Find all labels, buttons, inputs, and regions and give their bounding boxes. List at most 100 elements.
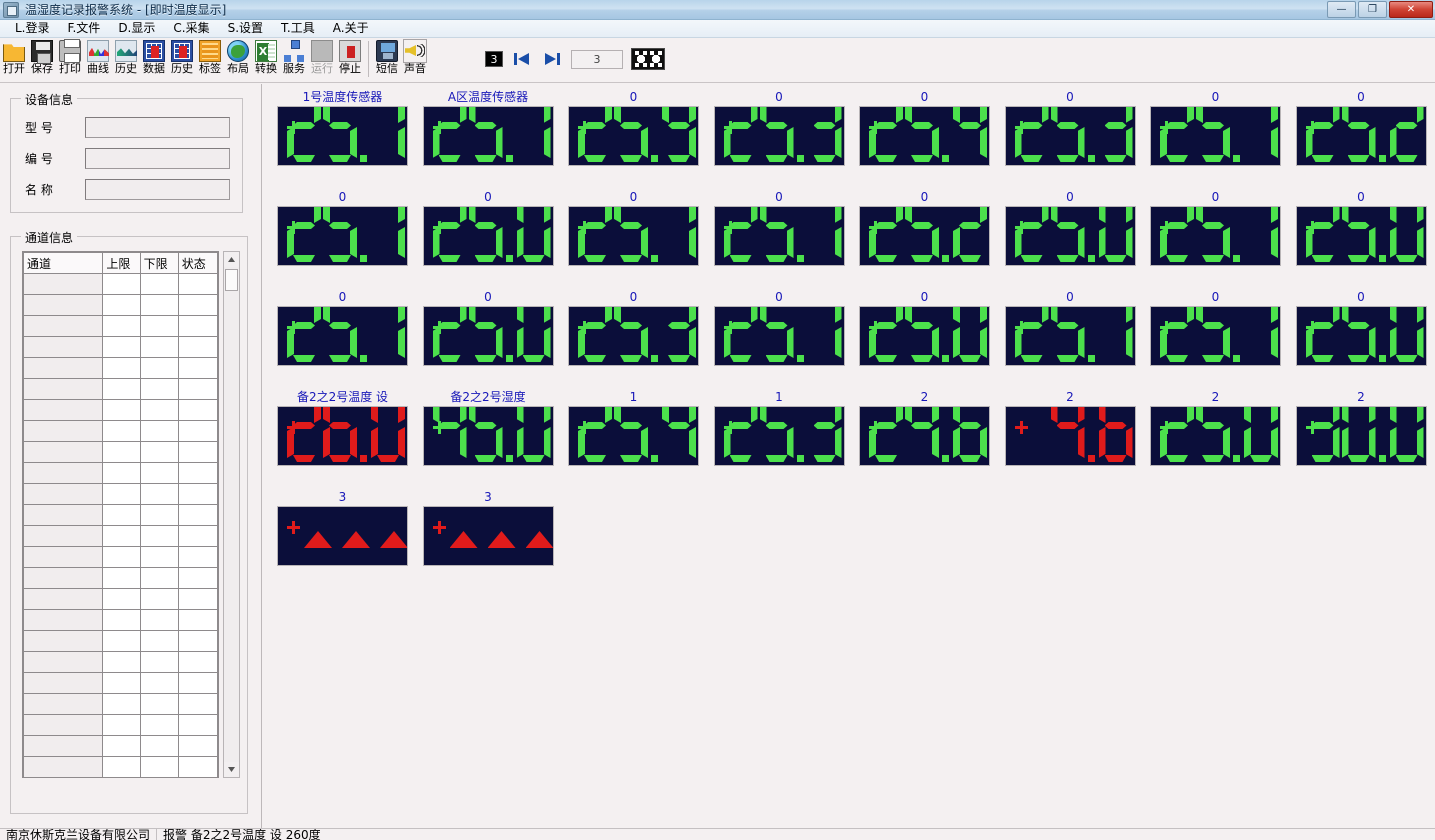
toolbar-button-open-folder[interactable]: 打开 xyxy=(0,40,28,75)
sensor-display-cell[interactable]: 1号温度传感器 xyxy=(277,90,408,170)
sensor-display-cell[interactable]: 0 xyxy=(1004,90,1136,170)
skip-previous-icon[interactable] xyxy=(511,49,533,69)
sensor-display-cell[interactable]: 0 xyxy=(1150,190,1281,270)
toolbar-button-stop[interactable]: 停止 xyxy=(336,40,364,75)
table-row[interactable] xyxy=(23,588,218,610)
device-field-input-1[interactable] xyxy=(85,117,230,138)
sensor-display-cell[interactable]: 0 xyxy=(859,290,990,370)
menu-item-4[interactable]: C.采集 xyxy=(173,21,210,35)
toolbar-button-network-service[interactable]: 服务 xyxy=(280,40,308,75)
table-row[interactable] xyxy=(23,357,218,379)
scroll-down-arrow-icon[interactable] xyxy=(224,762,239,777)
table-row[interactable] xyxy=(23,504,218,526)
sensor-display-cell[interactable]: 0 xyxy=(713,290,845,370)
sensor-display-cell[interactable]: 0 xyxy=(713,190,845,270)
sensor-display-cell[interactable]: 3 xyxy=(277,490,408,570)
table-row[interactable] xyxy=(23,630,218,652)
table-row[interactable] xyxy=(23,714,218,736)
channel-table-scrollbar[interactable] xyxy=(223,251,240,778)
toolbar-button-curve-chart[interactable]: 曲线 xyxy=(84,40,112,75)
sensor-display-cell[interactable]: 0 xyxy=(859,90,990,170)
toolbar-button-history-chart[interactable]: 历史 xyxy=(112,40,140,75)
device-field-label: 型 号 xyxy=(25,121,53,135)
restore-button[interactable]: ❐ xyxy=(1358,1,1387,18)
grid-layout-icon[interactable] xyxy=(631,48,665,70)
sensor-display-cell[interactable]: 2 xyxy=(859,390,990,470)
table-row[interactable] xyxy=(23,651,218,673)
table-row[interactable] xyxy=(23,735,218,757)
sensor-display-cell[interactable]: 2 xyxy=(1295,390,1427,470)
table-row[interactable] xyxy=(23,315,218,337)
sensor-display-cell[interactable]: 0 xyxy=(713,90,845,170)
table-row[interactable] xyxy=(23,672,218,694)
title-bar: 温湿度记录报警系统 - [即时温度显示] — ❐ ✕ xyxy=(0,0,1435,20)
table-row[interactable] xyxy=(23,462,218,484)
toolbar-button-globe[interactable]: 布局 xyxy=(224,40,252,75)
sensor-display-cell[interactable]: 1 xyxy=(713,390,845,470)
table-row[interactable] xyxy=(23,483,218,505)
sensor-display-cell[interactable]: 0 xyxy=(1150,90,1281,170)
toolbar-button-data-grid[interactable]: 数据 xyxy=(140,40,168,75)
toolbar-button-save-disk[interactable]: 保存 xyxy=(28,40,56,75)
sensor-display-cell[interactable]: 0 xyxy=(422,190,554,270)
toolbar-button-tag-table[interactable]: 标签 xyxy=(196,40,224,75)
sensor-display-cell[interactable]: 0 xyxy=(568,90,699,170)
close-button[interactable]: ✕ xyxy=(1389,1,1433,18)
sensor-display-cell[interactable]: 0 xyxy=(1004,290,1136,370)
scrollbar-thumb[interactable] xyxy=(225,269,238,291)
lcd-panel xyxy=(859,206,990,266)
table-row[interactable] xyxy=(23,420,218,442)
channel-cell xyxy=(102,462,141,484)
lcd-panel xyxy=(713,306,845,366)
sensor-display-cell[interactable]: 0 xyxy=(568,190,699,270)
channel-cell xyxy=(102,609,141,631)
sensor-display-cell[interactable]: 3 xyxy=(422,490,554,570)
menu-item-7[interactable]: A.关于 xyxy=(332,21,369,35)
toolbar-button-sound-speaker[interactable]: 声音 xyxy=(401,39,429,75)
toolbar-button-history-grid[interactable]: 历史 xyxy=(168,40,196,75)
sensor-display-cell[interactable]: 0 xyxy=(1004,190,1136,270)
table-row[interactable] xyxy=(23,756,218,777)
sensor-display-cell[interactable]: 0 xyxy=(422,290,554,370)
menu-item-2[interactable]: F.文件 xyxy=(67,21,101,35)
minimize-button[interactable]: — xyxy=(1327,1,1356,18)
device-field-input-2[interactable] xyxy=(85,148,230,169)
table-row[interactable] xyxy=(23,399,218,421)
toolbar-button-sms-phone[interactable]: 短信 xyxy=(373,40,401,75)
table-row[interactable] xyxy=(23,441,218,463)
table-row[interactable] xyxy=(23,567,218,589)
sensor-display-cell[interactable]: 0 xyxy=(859,190,990,270)
device-field-input-3[interactable] xyxy=(85,179,230,200)
sensor-display-cell[interactable]: 0 xyxy=(277,290,408,370)
page-number-input[interactable]: 3 xyxy=(571,49,623,69)
table-row[interactable] xyxy=(23,294,218,316)
menu-item-5[interactable]: S.设置 xyxy=(227,21,264,35)
skip-next-icon[interactable] xyxy=(541,49,563,69)
sensor-display-cell[interactable]: 0 xyxy=(1295,90,1427,170)
sensor-display-cell[interactable]: A区温度传感器 xyxy=(422,90,554,170)
sensor-display-cell[interactable]: 1 xyxy=(568,390,699,470)
sensor-display-cell[interactable]: 0 xyxy=(277,190,408,270)
sensor-display-cell[interactable]: 2 xyxy=(1150,390,1281,470)
table-row[interactable] xyxy=(23,378,218,400)
channel-cell xyxy=(177,525,218,547)
menu-item-3[interactable]: D.显示 xyxy=(118,21,156,35)
sensor-display-cell[interactable]: 备2之2号湿度 xyxy=(422,390,554,470)
table-row[interactable] xyxy=(23,273,218,295)
menu-item-6[interactable]: T.工具 xyxy=(281,21,315,35)
sensor-display-cell[interactable]: 2 xyxy=(1004,390,1136,470)
menu-item-1[interactable]: L.登录 xyxy=(15,21,50,35)
sensor-display-cell[interactable]: 0 xyxy=(1295,190,1427,270)
sensor-display-cell[interactable]: 0 xyxy=(1295,290,1427,370)
table-row[interactable] xyxy=(23,525,218,547)
sensor-display-cell[interactable]: 0 xyxy=(568,290,699,370)
table-row[interactable] xyxy=(23,336,218,358)
table-row[interactable] xyxy=(23,693,218,715)
toolbar-button-printer[interactable]: 打印 xyxy=(56,39,84,75)
scroll-up-arrow-icon[interactable] xyxy=(224,252,239,267)
table-row[interactable] xyxy=(23,546,218,568)
sensor-display-cell[interactable]: 0 xyxy=(1150,290,1281,370)
toolbar-button-excel-export[interactable]: 转换 xyxy=(252,40,280,75)
sensor-display-cell[interactable]: 备2之2号温度 设 xyxy=(277,390,408,470)
table-row[interactable] xyxy=(23,609,218,631)
